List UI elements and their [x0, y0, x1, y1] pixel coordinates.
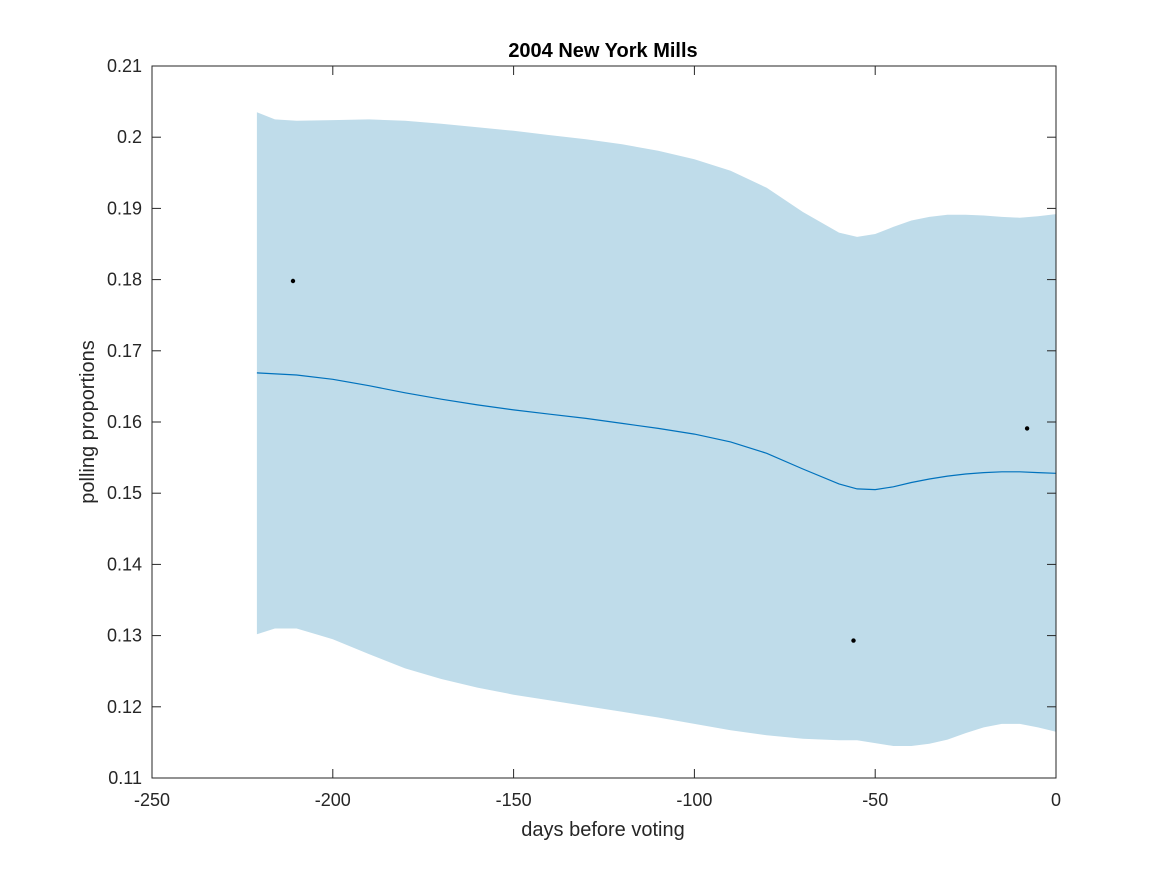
y-tick-label: 0.15	[107, 483, 142, 503]
data-point	[1024, 426, 1030, 431]
data-point	[290, 278, 296, 284]
y-axis: 0.11 0.12 0.13 0.14 0.15 0.16 0.17 0.18 0.19 0.2 0…	[107, 56, 1056, 788]
data-point	[851, 638, 856, 643]
x-tick-label: 0	[1051, 790, 1061, 810]
y-tick-label: 0.11	[108, 768, 142, 788]
confidence-band	[256, 112, 1056, 747]
x-tick-label: -200	[315, 790, 351, 810]
x-tick-label: -50	[862, 790, 888, 810]
y-tick-label: 0.2	[117, 127, 142, 147]
chart-title: 2004 New York Mills	[508, 40, 697, 62]
y-tick-label: 0.12	[107, 697, 142, 717]
x-axis: -250 -200 -150 -100 -50 0	[134, 66, 1061, 810]
y-tick-label: 0.17	[107, 341, 142, 361]
x-tick-label: -100	[676, 790, 712, 810]
series-layer	[256, 112, 1057, 747]
y-tick-label: 0.13	[107, 626, 142, 646]
y-axis-label: polling proportions	[77, 340, 99, 503]
x-axis-label: days before voting	[521, 819, 684, 841]
y-tick-label: 0.19	[107, 198, 142, 218]
y-tick-label: 0.14	[107, 554, 142, 574]
y-tick-label: 0.21	[107, 56, 142, 76]
x-tick-label: -250	[134, 790, 170, 810]
y-tick-label: 0.16	[107, 412, 142, 432]
mean-line	[256, 372, 1057, 491]
y-tick-label: 0.18	[107, 270, 142, 290]
x-tick-label: -150	[496, 790, 532, 810]
